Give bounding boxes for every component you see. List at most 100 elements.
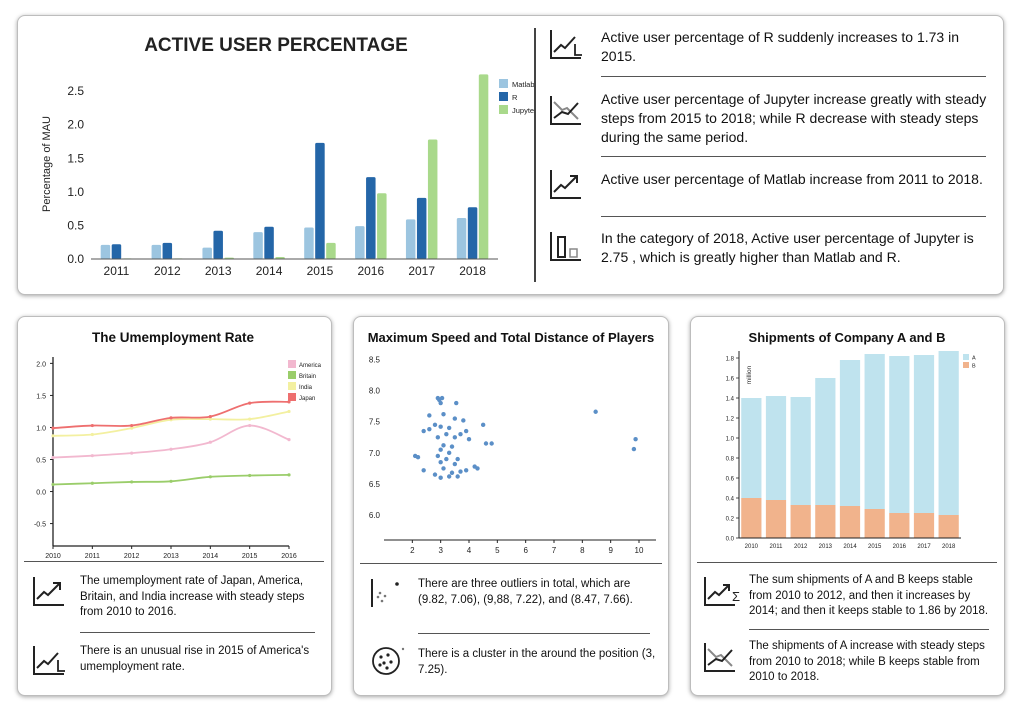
data-point — [51, 482, 55, 487]
y-tick-label: 1.8 — [726, 357, 735, 363]
data-point — [480, 422, 486, 428]
shipments-chart: Shipments of Company A and B million 0.0… — [726, 330, 976, 550]
y-tick-label: 0.4 — [726, 497, 735, 503]
increase-trend-icon — [33, 577, 64, 606]
bar-value-icon — [550, 232, 581, 261]
bar — [151, 244, 162, 259]
legend-label: Matlab — [512, 80, 535, 89]
divider — [24, 561, 324, 562]
y-tick-label: 7.0 — [369, 449, 381, 458]
bar — [377, 193, 387, 259]
legend-label: A — [972, 356, 976, 362]
y-tick-label: 1.4 — [726, 397, 735, 403]
bar — [405, 219, 416, 259]
y-tick-label: 1.5 — [67, 151, 84, 165]
series-line — [52, 424, 290, 459]
x-tick-label: 2016 — [357, 264, 384, 278]
y-tick-label: 0.5 — [67, 218, 84, 232]
series-line — [52, 410, 290, 437]
insight-text: The sum shipments of A and B keeps stabl… — [749, 574, 989, 617]
x-tick-label: 2013 — [205, 264, 232, 278]
data-point — [130, 480, 134, 484]
insight-text: There is an unusual rise in 2015 of Amer… — [80, 645, 310, 673]
y-tick-label: 0.0 — [726, 537, 735, 543]
data-point — [51, 455, 55, 460]
data-point — [438, 475, 443, 480]
bar-b — [938, 515, 959, 538]
sudden-increase-icon — [33, 646, 65, 675]
x-tick-label: 6 — [523, 546, 528, 555]
bar-b — [913, 513, 935, 538]
bar-a — [938, 351, 959, 515]
y-tick-label: 0.0 — [36, 490, 46, 497]
insight-text: There is a cluster in the around the pos… — [418, 648, 656, 676]
y-axis-label: Percentage of MAU — [41, 116, 53, 212]
data-point — [130, 426, 134, 430]
data-point — [438, 447, 443, 452]
data-point — [90, 454, 94, 458]
data-point — [90, 481, 94, 485]
bar — [366, 177, 376, 259]
x-tick-label: 3 — [438, 546, 443, 555]
data-point — [421, 468, 426, 473]
bar-a — [815, 378, 836, 505]
x-tick-label: 2015 — [242, 553, 258, 560]
data-point — [475, 466, 480, 471]
data-point — [463, 468, 469, 473]
trend-compare-icon — [550, 96, 581, 125]
bar — [326, 242, 336, 259]
legend-swatch — [288, 371, 296, 379]
data-point — [633, 436, 638, 442]
bar — [162, 242, 173, 259]
series-line — [52, 400, 290, 430]
x-tick-label: 9 — [608, 546, 613, 555]
legend-swatch — [963, 362, 969, 368]
bar — [202, 247, 212, 259]
data-point — [458, 469, 463, 474]
bar-b — [864, 509, 885, 538]
x-tick-label: 7 — [552, 546, 557, 555]
divider — [534, 28, 536, 282]
x-tick-label: 2013 — [163, 553, 179, 560]
chart-title: Maximum Speed and Total Distance of Play… — [368, 330, 655, 345]
x-tick-label: 2018 — [459, 264, 486, 278]
legend-label: R — [512, 93, 518, 102]
legend-label: B — [972, 364, 976, 370]
data-point — [169, 447, 173, 451]
data-point — [51, 426, 55, 430]
y-tick-label: 0.5 — [36, 458, 46, 465]
bar-b — [889, 513, 910, 538]
x-tick-label: 2011 — [770, 544, 784, 550]
bar — [253, 232, 263, 259]
data-point — [454, 400, 459, 406]
x-tick-label: 4 — [467, 546, 472, 555]
x-tick-label: 2013 — [819, 544, 833, 550]
x-tick-label: 2016 — [893, 544, 907, 550]
bar — [478, 74, 489, 259]
bar — [416, 197, 427, 259]
bar-a — [913, 355, 935, 513]
data-point — [248, 423, 252, 428]
bar — [315, 142, 325, 259]
x-tick-label: 2010 — [745, 544, 759, 550]
x-tick-label: 2016 — [281, 553, 297, 560]
insight-text: The umemployment rate of Japan, America,… — [80, 575, 305, 618]
bar — [213, 230, 223, 259]
chart-title: ACTIVE USER PERCENTAGE — [144, 35, 408, 56]
data-point — [452, 416, 458, 421]
data-point — [51, 434, 55, 438]
x-tick-label: 2010 — [45, 553, 61, 560]
data-point — [287, 473, 291, 477]
x-tick-label: 2014 — [203, 553, 219, 560]
divider — [601, 216, 986, 217]
bar — [275, 256, 285, 259]
x-tick-label: 2011 — [85, 553, 100, 560]
data-point — [248, 473, 252, 478]
cluster-icon — [372, 647, 405, 675]
divider — [418, 633, 650, 634]
shipments-card: Shipments of Company A and B million 0.0… — [690, 316, 1005, 696]
y-tick-label: 0.2 — [726, 517, 735, 523]
legend-label: America — [299, 363, 322, 369]
data-point — [438, 459, 443, 465]
x-tick-label: 2012 — [794, 544, 808, 550]
